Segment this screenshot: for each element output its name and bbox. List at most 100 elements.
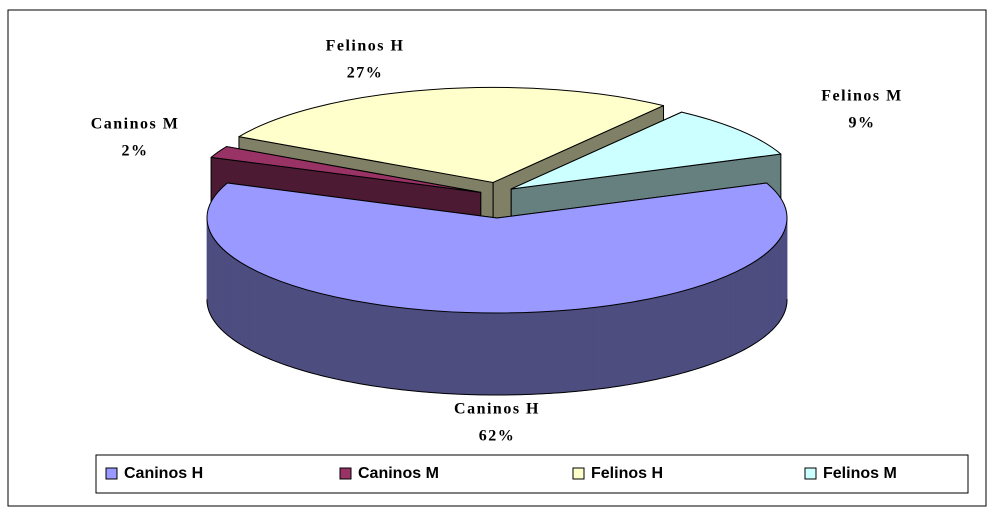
slice-outer-face — [746, 262, 753, 349]
slice-outer-face — [756, 256, 762, 343]
data-label-name: Felinos H — [326, 38, 405, 55]
slice-outer-face — [273, 278, 281, 364]
slice-outer-face — [703, 281, 712, 367]
slice-outer-face — [386, 305, 397, 390]
slice-outer-face — [484, 312, 496, 396]
slice-outer-face — [212, 236, 216, 323]
slice-outer-face — [760, 253, 766, 340]
slice-outer-face — [777, 238, 781, 324]
slice-outer-face — [504, 312, 516, 396]
legend-swatch — [804, 467, 817, 480]
slice-outer-face — [514, 312, 526, 396]
data-labels: Caninos H 62% Caninos M 2% Felinos H 27% Felin… — [91, 38, 903, 445]
slice-outer-face — [717, 276, 725, 362]
data-label-value: 9% — [849, 115, 876, 132]
slice-outer-face — [631, 300, 641, 385]
slice-outer-face — [774, 241, 779, 328]
legend-label: Felinos H — [591, 465, 663, 482]
legend-box — [95, 454, 969, 494]
slice-outer-face — [665, 292, 675, 378]
slice-outer-face — [593, 306, 605, 390]
pie-slice — [206, 182, 788, 396]
slice-outer-face — [308, 290, 318, 375]
slice-outer-face — [574, 308, 585, 392]
legend-label: Felinos M — [823, 465, 897, 482]
slice-top — [210, 146, 482, 193]
slice-outer-face — [454, 311, 465, 395]
slice-outer-face — [434, 310, 445, 394]
data-label-name: Felinos M — [821, 88, 903, 105]
slice-outer-face — [324, 294, 334, 379]
data-label-value: 27% — [347, 65, 384, 82]
data-label-value: 2% — [122, 143, 149, 160]
slice-outer-face — [260, 272, 268, 359]
slice-outer-face — [474, 312, 486, 396]
slice-outer-face — [689, 286, 698, 372]
slice-outer-face — [349, 299, 360, 384]
slice-outer-face — [710, 279, 719, 365]
slice-outer-face — [279, 280, 288, 366]
slice-outer-face — [612, 303, 623, 388]
slice-top — [510, 111, 782, 190]
slice-outer-face — [424, 309, 436, 394]
slice-outer-face — [545, 310, 556, 394]
slice-outer-face — [266, 275, 274, 361]
legend-label: Caninos M — [358, 465, 439, 482]
slice-outer-face — [621, 301, 632, 386]
slice-top — [238, 86, 665, 183]
slice-outer-face — [217, 243, 221, 330]
slice-outer-face — [444, 311, 455, 395]
slice-outer-face — [414, 308, 426, 393]
slice-outer-face — [293, 285, 302, 371]
slice-outer-face — [535, 311, 546, 395]
slice-outer-face — [564, 309, 576, 393]
slice-outer-face — [286, 283, 295, 369]
slice-outer-face — [376, 304, 387, 389]
slice-outer-face — [730, 271, 737, 357]
slice-outer-face — [524, 311, 536, 395]
slice-top — [206, 182, 788, 314]
slice-outer-face — [230, 255, 236, 342]
slice-outer-face — [464, 312, 476, 396]
slice-outer-face — [779, 234, 783, 321]
slice-outer-face — [227, 252, 232, 339]
slice-outer-face — [771, 244, 776, 331]
slice-outer-face — [584, 307, 595, 391]
slice-outer-face — [367, 302, 378, 387]
slice-outer-face — [657, 294, 667, 380]
slice-outer-face — [220, 246, 225, 333]
slice-outer-face — [235, 258, 241, 345]
slice-outer-face — [735, 268, 743, 354]
slice-outer-face — [255, 270, 262, 356]
legend-label: Caninos H — [124, 465, 203, 482]
data-label-name: Caninos H — [454, 401, 540, 418]
slice-outer-face — [696, 284, 705, 370]
slice-outer-face — [603, 304, 614, 389]
legend-swatch — [339, 467, 352, 480]
slice-outer-face — [673, 290, 683, 376]
slice-outer-face — [639, 298, 650, 383]
slice-outer-face — [494, 312, 506, 396]
slice-outer-face — [723, 274, 731, 360]
slice-outer-face — [405, 307, 416, 392]
slice-outer-face — [764, 250, 770, 337]
plot-area — [206, 86, 788, 396]
slice-edge — [206, 299, 788, 396]
legend-swatch — [572, 467, 585, 480]
slice-outer-face — [648, 296, 658, 382]
slice-outer-face — [341, 297, 351, 383]
slice-outer-face — [214, 240, 218, 326]
slice-outer-face — [555, 310, 566, 394]
legend-swatch — [105, 467, 118, 480]
legend: Caninos H Caninos M Felinos H Felinos M — [105, 465, 897, 482]
slice-outer-face — [681, 288, 690, 374]
data-label-name: Caninos M — [91, 116, 180, 133]
slice-outer-face — [751, 259, 758, 346]
slice-outer-face — [332, 296, 342, 381]
slice-outer-face — [316, 292, 326, 377]
data-label-value: 62% — [479, 428, 516, 445]
slice-outer-face — [301, 287, 310, 373]
slice-outer-face — [395, 306, 406, 391]
slice-outer-face — [223, 249, 228, 336]
